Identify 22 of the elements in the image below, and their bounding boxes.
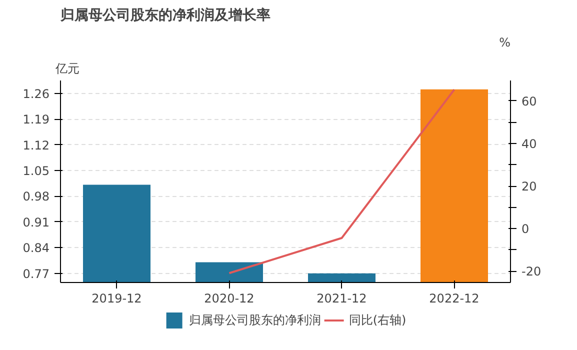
y-tick-label: 1.12 <box>22 138 50 152</box>
y-tick-label: 0.77 <box>22 266 50 281</box>
y-tick-label: 1.26 <box>22 86 50 101</box>
y2-tick-label: -20 <box>522 264 542 279</box>
y-axis-title: 亿元 <box>54 62 80 76</box>
legend-label: 归属母公司股东的净利润 <box>188 312 321 328</box>
y-tick-label: 0.91 <box>22 215 50 230</box>
x-tick-label: 2021-12 <box>316 292 367 306</box>
y-tick-label: 0.84 <box>22 241 50 256</box>
x-tick-label: 2019-12 <box>92 292 142 306</box>
y-tick-label: 1.05 <box>22 164 50 178</box>
y-tick-label: 1.19 <box>22 112 50 127</box>
x-tick-label: 2022-12 <box>429 292 480 306</box>
y2-axis-title: % <box>499 36 511 50</box>
y2-tick-label: 40 <box>522 137 537 152</box>
y-tick-label: 0.98 <box>22 190 50 204</box>
legend-label: 同比(右轴) <box>348 312 406 328</box>
y2-tick-label: 20 <box>522 180 537 194</box>
chart-title: 归属母公司股东的净利润及增长率 <box>60 6 270 24</box>
y2-tick-label: 0 <box>522 222 530 236</box>
y2-tick-label: 60 <box>522 94 537 108</box>
x-tick-label: 2020-12 <box>204 292 254 306</box>
